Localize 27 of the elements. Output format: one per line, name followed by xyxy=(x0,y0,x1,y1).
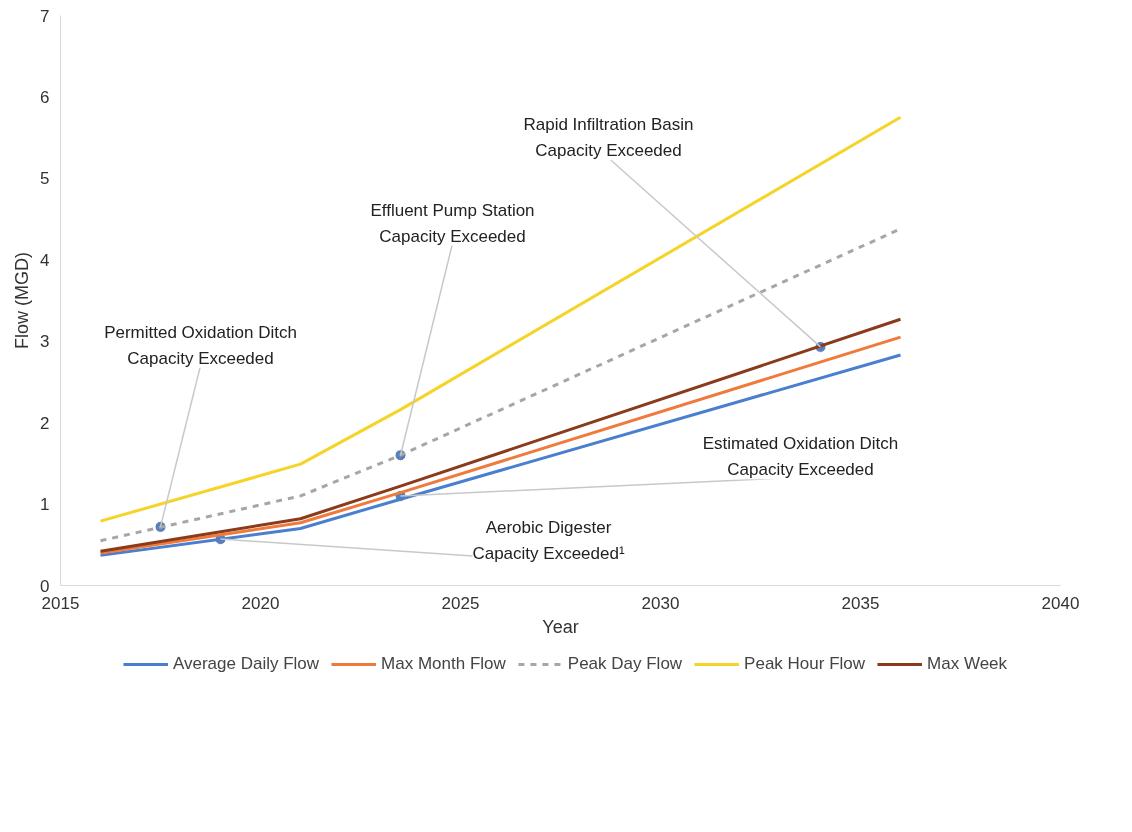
y-tick-label: 2 xyxy=(40,413,50,433)
annotation: Aerobic Digester Capacity Exceeded¹ xyxy=(472,518,625,564)
legend-label: Peak Day Flow xyxy=(567,654,683,674)
y-tick-label: 4 xyxy=(40,250,50,270)
y-tick-label: 5 xyxy=(40,169,50,189)
x-axis-title: Year xyxy=(542,616,579,637)
x-tick-label: 2035 xyxy=(841,593,880,613)
x-tick-label: 2030 xyxy=(641,593,680,613)
legend-label: Max Month Flow xyxy=(381,654,506,674)
legend-label: Average Daily Flow xyxy=(172,654,320,674)
annotation: Estimated Oxidation Ditch Capacity Exceeded xyxy=(702,434,899,480)
line-series xyxy=(99,115,902,523)
y-axis-title: Flow (MGD) xyxy=(12,251,33,349)
y-tick-label: 1 xyxy=(40,495,50,515)
x-tick-label: 2015 xyxy=(41,593,80,613)
x-tick-label: 2025 xyxy=(441,593,480,613)
y-tick-label: 6 xyxy=(40,87,50,107)
annotation: Effluent Pump Station Capacity Exceeded xyxy=(370,200,535,246)
legend-label: Peak Hour Flow xyxy=(744,654,866,674)
legend-label: Max Week xyxy=(927,654,1008,674)
y-tick-label: 3 xyxy=(40,332,50,352)
annotation: Rapid Infiltration Basin Capacity Exceeded xyxy=(523,115,694,161)
x-tick-label: 2040 xyxy=(1041,593,1080,613)
annotation: Permitted Oxidation Ditch Capacity Exceeded xyxy=(104,322,297,368)
y-tick-label: 7 xyxy=(40,6,50,26)
x-tick-label: 2020 xyxy=(241,593,280,613)
y-tick-label: 0 xyxy=(40,576,50,596)
